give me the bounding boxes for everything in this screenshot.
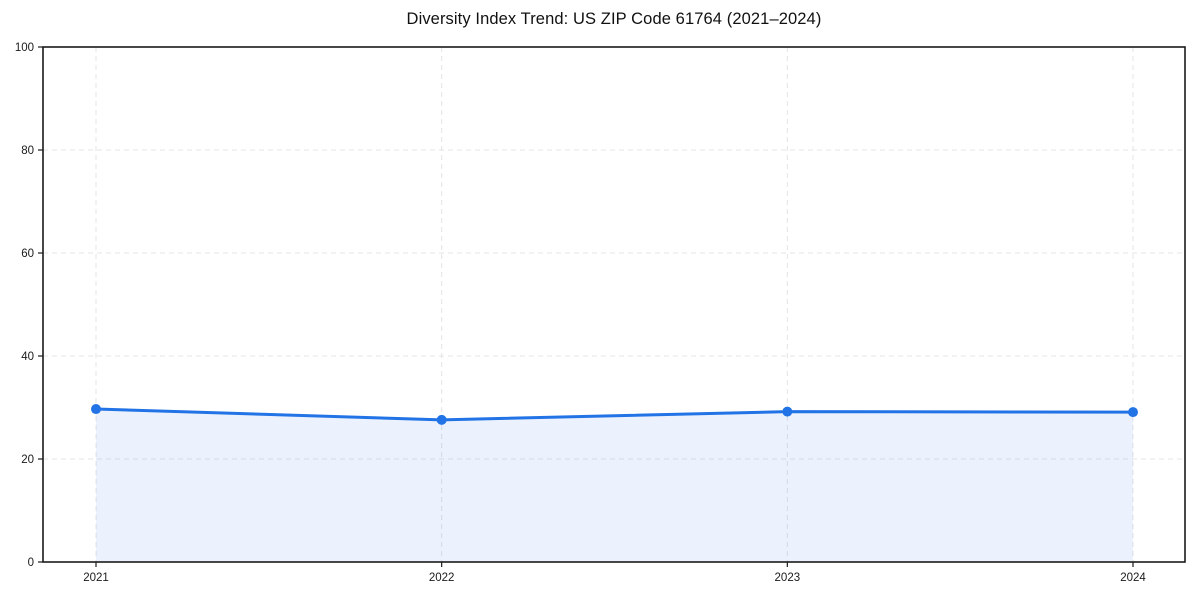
data-point-2022: [436, 414, 447, 425]
plot-border: [42, 46, 1186, 563]
x-tick-label: 2022: [429, 572, 455, 584]
y-tick-label: 40: [21, 351, 34, 363]
x-tick-label: 2024: [1120, 572, 1146, 584]
data-point-2021: [91, 404, 101, 415]
y-tick-label: 0: [28, 557, 34, 569]
chart-title: Diversity Index Trend: US ZIP Code 61764…: [406, 10, 822, 28]
x-tick-label: 2021: [83, 572, 109, 584]
data-point-2023: [782, 406, 793, 417]
data-point-2024: [1128, 407, 1138, 418]
y-tick-label: 60: [21, 248, 34, 260]
trend-line: [94, 407, 1135, 422]
y-tick-label: 20: [21, 454, 34, 466]
x-tick-label: 2023: [775, 572, 801, 584]
area-fill: [96, 409, 1133, 562]
y-tick-label: 80: [21, 145, 34, 157]
y-tick-label: 100: [15, 42, 34, 54]
